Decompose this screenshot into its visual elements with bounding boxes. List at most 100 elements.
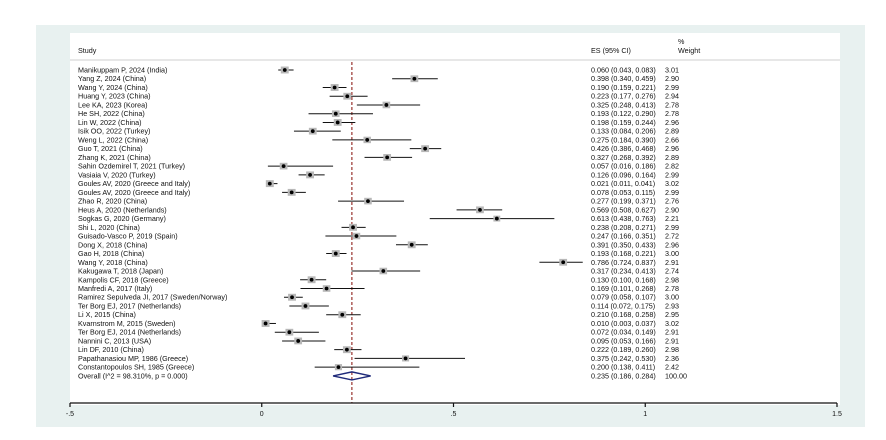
es-ci-value: 0.010 (0.003, 0.037) — [591, 319, 656, 328]
es-ci-value: 0.095 (0.053, 0.166) — [591, 336, 656, 345]
study-label: Kvarnstrom M, 2015 (Sweden) — [78, 319, 175, 328]
es-ci-value: 0.222 (0.189, 0.260) — [591, 345, 656, 354]
study-row: Lin W, 2022 (China) 0.198 (0.159, 0.244) 2… — [78, 118, 679, 127]
point-estimate — [308, 172, 312, 177]
study-row: Goules AV, 2020 (Greece and Italy) 0.021 … — [78, 179, 679, 188]
weight-value: 2.90 — [665, 205, 679, 214]
study-row: Lin DF, 2010 (China) 0.222 (0.189, 0.260)… — [78, 345, 679, 354]
study-row: Kampolis CF, 2018 (Greece) 0.130 (0.100, … — [78, 275, 679, 284]
es-ci-value: 0.079 (0.058, 0.107) — [591, 293, 656, 302]
es-ci-value: 0.193 (0.168, 0.221) — [591, 249, 656, 258]
study-row: Kakugawa T, 2018 (Japan) 0.317 (0.234, 0.… — [78, 267, 679, 276]
study-label: Papathanasiou MP, 1986 (Greece) — [78, 354, 188, 363]
es-ci-value: 0.375 (0.242, 0.530) — [591, 354, 656, 363]
study-row: Sahin Ozdemirel T, 2021 (Turkey) 0.057 (0… — [78, 162, 679, 171]
es-ci-value: 0.426 (0.386, 0.468) — [591, 144, 656, 153]
weight-value: 2.96 — [665, 144, 679, 153]
study-row: Li X, 2015 (China) 0.210 (0.168, 0.258) 2.… — [78, 310, 679, 319]
weight-value: 2.42 — [665, 363, 679, 372]
x-tick-label: .5 — [451, 411, 457, 418]
study-label: Isik OO, 2022 (Turkey) — [78, 127, 150, 136]
es-ci-value: 0.060 (0.043, 0.083) — [591, 66, 656, 75]
weight-value: 3.00 — [665, 293, 679, 302]
study-row: Ramirez Sepulveda JI, 2017 (Sweden/Norwa… — [78, 293, 679, 302]
x-axis: -.5 0 .5 1 1.5 — [66, 402, 842, 418]
overall-label: Overall (I^2 = 98.310%, p = 0.000) — [78, 371, 188, 380]
es-ci-value: 0.130 (0.100, 0.168) — [591, 275, 656, 284]
weight-value: 3.00 — [665, 249, 679, 258]
study-row: Manikuppam P, 2024 (India) 0.060 (0.043, … — [78, 66, 679, 75]
point-estimate — [287, 330, 292, 335]
point-estimate — [345, 94, 350, 99]
es-ci-value: 0.200 (0.138, 0.411) — [591, 363, 655, 372]
study-label: Ter Borg EJ, 2014 (Netherlands) — [78, 328, 181, 337]
weight-value: 2.66 — [665, 135, 679, 144]
study-row: Lee KA, 2023 (Korea) 0.325 (0.248, 0.413)… — [78, 100, 679, 109]
point-estimate — [423, 146, 428, 151]
study-label: Li X, 2015 (China) — [78, 310, 136, 319]
study-label: Heus A, 2020 (Netherlands) — [78, 205, 167, 214]
weight-value: 2.99 — [665, 83, 679, 92]
study-row: Manfredi A, 2017 (Italy) 0.169 (0.101, 0.… — [78, 284, 679, 293]
x-tick-label: -.5 — [66, 411, 74, 418]
es-ci-value: 0.126 (0.096, 0.164) — [591, 170, 656, 179]
weight-value: 2.94 — [665, 92, 679, 101]
study-label: Wang Y, 2018 (China) — [78, 258, 148, 267]
study-label: Manikuppam P, 2024 (India) — [78, 66, 167, 75]
point-estimate — [282, 68, 287, 72]
study-row: Isik OO, 2022 (Turkey) 0.133 (0.084, 0.20… — [78, 127, 679, 136]
weight-value: 2.21 — [665, 214, 679, 223]
point-estimate — [296, 339, 301, 343]
study-label: Goules AV, 2020 (Greece and Italy) — [78, 179, 190, 188]
study-label: Nannini C, 2013 (USA) — [78, 336, 151, 345]
weight-value: 2.78 — [665, 284, 679, 293]
point-estimate — [267, 181, 272, 186]
x-tick-label: 1.5 — [832, 411, 842, 418]
study-row: Ter Borg EJ, 2017 (Netherlands) 0.114 (0.… — [78, 301, 679, 310]
study-label: Ter Borg EJ, 2017 (Netherlands) — [78, 301, 181, 310]
es-ci-value: 0.057 (0.016, 0.186) — [591, 162, 656, 171]
study-row: Ter Borg EJ, 2014 (Netherlands) 0.072 (0.… — [78, 328, 679, 337]
es-ci-value: 0.193 (0.122, 0.290) — [591, 109, 656, 118]
es-ci-value: 0.613 (0.438, 0.763) — [591, 214, 656, 223]
study-label: Weng L, 2022 (China) — [78, 135, 148, 144]
es-ci-value: 0.169 (0.101, 0.268) — [591, 284, 656, 293]
study-row: Guisado-Vasco P, 2019 (Spain) 0.247 (0.16… — [78, 232, 679, 241]
header-weight-percent: % — [678, 37, 685, 46]
weight-value: 2.99 — [665, 170, 679, 179]
es-ci-value: 0.277 (0.199, 0.371) — [591, 197, 656, 206]
es-ci-value: 0.021 (0.011, 0.041) — [591, 179, 655, 188]
point-estimate — [303, 304, 308, 308]
study-row: Heus A, 2020 (Netherlands) 0.569 (0.508, … — [78, 205, 679, 214]
point-estimate — [366, 199, 370, 204]
point-estimate — [332, 85, 337, 90]
study-label: Shi L, 2020 (China) — [78, 223, 140, 232]
overall-weight: 100.00 — [665, 371, 687, 380]
study-row: Yang Z, 2024 (China) 0.398 (0.340, 0.459)… — [78, 74, 679, 83]
point-estimate — [385, 155, 390, 160]
es-ci-value: 0.398 (0.340, 0.459) — [591, 74, 656, 83]
study-label: Ramirez Sepulveda JI, 2017 (Sweden/Norwa… — [78, 293, 227, 302]
study-label: Kampolis CF, 2018 (Greece) — [78, 275, 169, 284]
study-label: Kakugawa T, 2018 (Japan) — [78, 267, 163, 276]
point-estimate — [324, 286, 329, 291]
weight-value: 2.72 — [665, 232, 679, 241]
study-label: Lin DF, 2010 (China) — [78, 345, 144, 354]
overall-diamond — [332, 371, 371, 381]
weight-value: 3.02 — [665, 179, 679, 188]
es-ci-value: 0.210 (0.168, 0.258) — [591, 310, 656, 319]
header-study: Study — [78, 46, 97, 55]
weight-value: 2.98 — [665, 275, 679, 284]
header-es: ES (95% CI) — [591, 46, 631, 55]
point-estimate — [335, 120, 340, 125]
es-ci-value: 0.786 (0.724, 0.837) — [591, 258, 656, 267]
study-row: Shi L, 2020 (China) 0.238 (0.208, 0.271) 2… — [78, 223, 679, 232]
es-ci-value: 0.114 (0.072, 0.175) — [591, 301, 655, 310]
study-row: Nannini C, 2013 (USA) 0.095 (0.053, 0.166… — [78, 336, 679, 345]
study-row: Kvarnstrom M, 2015 (Sweden) 0.010 (0.003,… — [78, 319, 679, 328]
weight-value: 2.90 — [665, 74, 679, 83]
study-label: Wang Y, 2024 (China) — [78, 83, 148, 92]
weight-value: 2.76 — [665, 197, 679, 206]
point-estimate — [403, 356, 408, 361]
